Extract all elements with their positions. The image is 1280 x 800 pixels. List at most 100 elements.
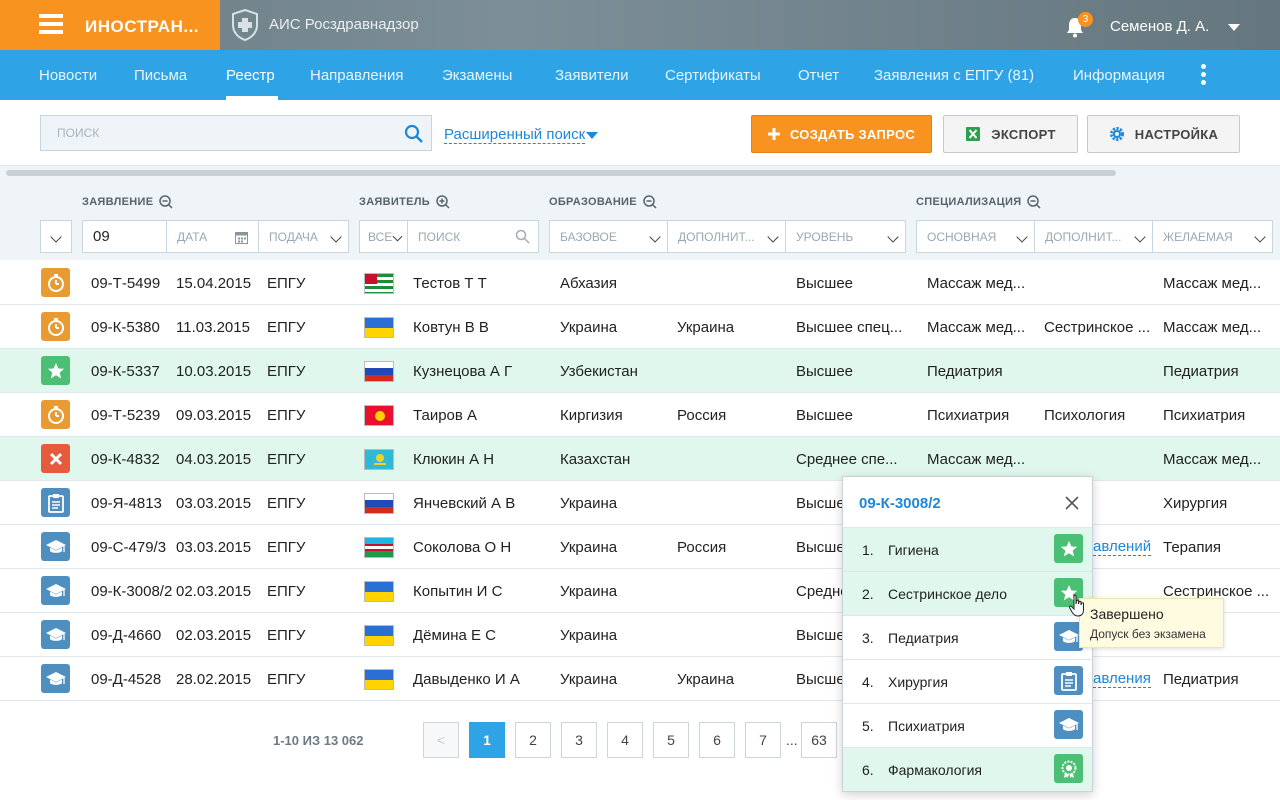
number-filter[interactable]: 09	[82, 220, 167, 253]
export-button[interactable]: Экспорт	[943, 115, 1078, 153]
graduation-cap-icon[interactable]	[1054, 710, 1083, 739]
zoom-in-icon[interactable]	[436, 195, 450, 209]
graduation-cap-icon[interactable]	[41, 532, 70, 561]
application-number[interactable]: 09-Т-5499	[91, 275, 161, 292]
page-button-last[interactable]: 63	[801, 722, 837, 758]
page-button[interactable]: 2	[515, 722, 551, 758]
graduation-cap-icon[interactable]	[41, 620, 70, 649]
table-row[interactable]: 09-С-479/3 03.03.2015 ЕПГУ Соколова О Н Укра…	[0, 525, 1280, 569]
popup-list-item[interactable]: 6. Фармакология	[843, 747, 1092, 791]
nav-item-registry[interactable]: Реестр	[226, 67, 275, 84]
edu-level-dropdown[interactable]: уровень	[785, 220, 906, 253]
zoom-out-icon[interactable]	[643, 195, 657, 209]
applicant-name[interactable]: Янчевский А В	[413, 495, 516, 512]
nav-item-report[interactable]: Отчет	[798, 67, 840, 84]
table-row[interactable]: 09-Д-4528 28.02.2015 ЕПГУ Давыденко И А Укра…	[0, 657, 1280, 701]
calendar-icon[interactable]	[235, 231, 248, 244]
application-number[interactable]: 09-Т-5239	[91, 407, 161, 424]
nav-item-exams[interactable]: Экзамены	[442, 67, 513, 84]
star-icon[interactable]	[1054, 534, 1083, 563]
application-number[interactable]: 09-С-479/3	[91, 539, 167, 556]
table-row[interactable]: 09-Я-4813 03.03.2015 ЕПГУ Янчевский А В Укра…	[0, 481, 1280, 525]
popup-list-item[interactable]: 3. Педиатрия	[843, 615, 1092, 659]
popup-list-item[interactable]: 1. Гигиена	[843, 527, 1092, 571]
popup-list-item[interactable]: 2. Сестринское дело	[843, 571, 1092, 615]
table-row[interactable]: 09-К-3008/2 02.03.2015 ЕПГУ Копытин И С Укра…	[0, 569, 1280, 613]
advanced-search-link[interactable]: Расширенный поиск	[444, 126, 586, 144]
brand-block[interactable]: ИНОСТРАН...	[0, 0, 220, 50]
popup-list-item[interactable]: 4. Хирургия	[843, 659, 1092, 703]
nav-item-directions[interactable]: Направления	[310, 67, 404, 84]
application-number[interactable]: 09-К-5380	[91, 319, 160, 336]
timer-icon[interactable]	[41, 400, 70, 429]
search-icon[interactable]	[404, 124, 424, 144]
applicant-name[interactable]: Клюкин А Н	[413, 451, 495, 468]
prev-page-button[interactable]: <	[423, 722, 459, 758]
applicant-name[interactable]: Давыденко И А	[413, 671, 520, 688]
user-name[interactable]: Семенов Д. А.	[1110, 18, 1210, 35]
applicant-search-field[interactable]: поиск	[407, 220, 539, 253]
close-icon[interactable]	[1064, 495, 1080, 511]
search-icon[interactable]	[515, 229, 530, 244]
applicant-name[interactable]: Тестов Т Т	[413, 275, 487, 292]
nav-item-certificates[interactable]: Сертификаты	[665, 67, 761, 84]
application-number[interactable]: 09-Я-4813	[91, 495, 162, 512]
application-number[interactable]: 09-Д-4660	[91, 627, 162, 644]
application-number[interactable]: 09-Д-4528	[91, 671, 162, 688]
clipboard-icon[interactable]	[1054, 666, 1083, 695]
popup-list-item[interactable]: 5. Психиатрия	[843, 703, 1092, 747]
nav-item-news[interactable]: Новости	[39, 67, 98, 84]
more-icon[interactable]	[1201, 64, 1207, 86]
menu-icon[interactable]	[39, 14, 63, 34]
table-row[interactable]: 09-Т-5239 09.03.2015 ЕПГУ Таиров А Киргизия Р…	[0, 393, 1280, 437]
certificate-icon[interactable]	[1054, 754, 1083, 783]
graduation-cap-icon[interactable]	[41, 576, 70, 605]
table-row[interactable]: 09-Д-4660 02.03.2015 ЕПГУ Дёмина Е С Украина…	[0, 613, 1280, 657]
citizenship-filter-dropdown[interactable]: все	[359, 220, 408, 253]
nav-item-epgu-applications[interactable]: Заявления с ЕПГУ (81)	[874, 67, 1035, 84]
specializations-link[interactable]: авления	[1093, 670, 1151, 688]
nav-item-applicants[interactable]: Заявители	[555, 67, 629, 84]
nav-item-letters[interactable]: Письма	[134, 67, 188, 84]
specializations-link[interactable]: авлений	[1093, 538, 1152, 556]
timer-icon[interactable]	[41, 312, 70, 341]
table-row[interactable]: 09-Т-5499 15.04.2015 ЕПГУ Тестов Т Т Абхазия…	[0, 261, 1280, 305]
settings-button[interactable]: Настройка	[1087, 115, 1240, 153]
cross-icon[interactable]	[41, 444, 70, 473]
submission-filter-dropdown[interactable]: подача	[258, 220, 349, 253]
spec-additional-dropdown[interactable]: дополнит...	[1034, 220, 1153, 253]
table-row[interactable]: 09-К-4832 04.03.2015 ЕПГУ Клюкин А Н Казахст…	[0, 437, 1280, 481]
graduation-cap-icon[interactable]	[1054, 622, 1083, 651]
chevron-down-icon[interactable]	[586, 132, 598, 139]
star-icon[interactable]	[41, 356, 70, 385]
page-button[interactable]: 5	[653, 722, 689, 758]
page-button[interactable]: 4	[607, 722, 643, 758]
application-number[interactable]: 09-К-4832	[91, 451, 160, 468]
applicant-name[interactable]: Кузнецова А Г	[413, 363, 513, 380]
spec-main-dropdown[interactable]: основная	[916, 220, 1035, 253]
zoom-out-icon[interactable]	[159, 195, 173, 209]
application-number[interactable]: 09-К-3008/2	[91, 583, 173, 600]
graduation-cap-icon[interactable]	[41, 664, 70, 693]
horizontal-scrollbar[interactable]	[6, 170, 1116, 176]
status-filter-dropdown[interactable]	[40, 220, 72, 253]
timer-icon[interactable]	[41, 268, 70, 297]
page-button[interactable]: 3	[561, 722, 597, 758]
brand-title[interactable]: ИНОСТРАН...	[85, 17, 200, 36]
edu-additional-dropdown[interactable]: дополнит...	[667, 220, 786, 253]
chevron-down-icon[interactable]	[1228, 24, 1240, 31]
applicant-name[interactable]: Ковтун В В	[413, 319, 489, 336]
applicant-name[interactable]: Таиров А	[413, 407, 478, 424]
applicant-name[interactable]: Дёмина Е С	[413, 627, 496, 644]
date-filter[interactable]: дата	[166, 220, 259, 253]
nav-item-info[interactable]: Информация	[1073, 67, 1165, 84]
clipboard-icon[interactable]	[41, 488, 70, 517]
search-input[interactable]	[41, 116, 401, 150]
zoom-out-icon[interactable]	[1027, 195, 1041, 209]
edu-basic-dropdown[interactable]: базовое	[549, 220, 668, 253]
applicant-name[interactable]: Соколова О Н	[413, 539, 512, 556]
page-button[interactable]: 7	[745, 722, 781, 758]
application-number[interactable]: 09-К-5337	[91, 363, 160, 380]
create-request-button[interactable]: Создать запрос	[751, 115, 932, 153]
spec-desired-dropdown[interactable]: желаемая	[1152, 220, 1273, 253]
